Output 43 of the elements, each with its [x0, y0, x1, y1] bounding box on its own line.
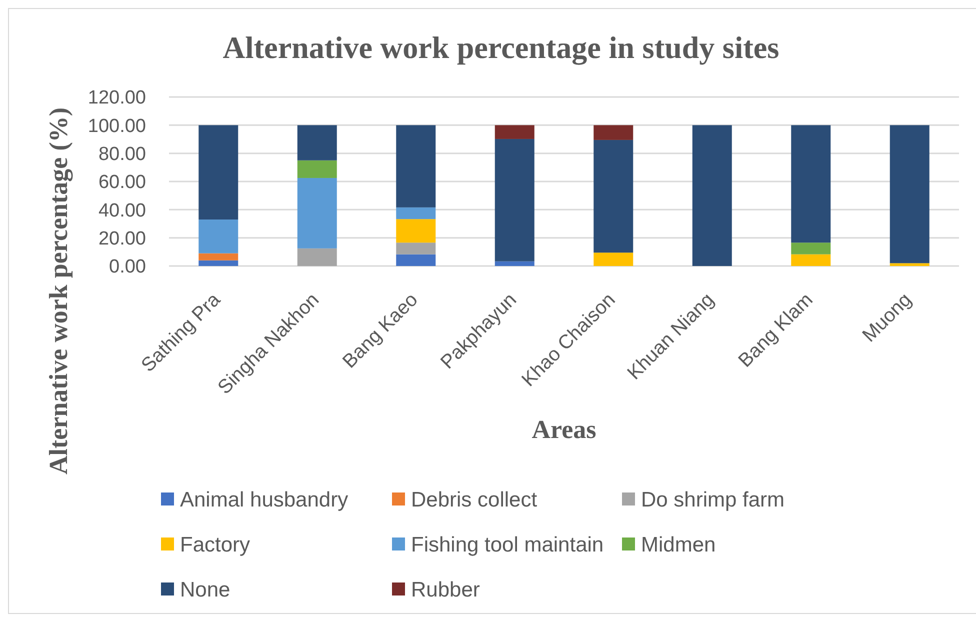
y-tick-label: 100.00	[88, 116, 146, 137]
bar	[396, 125, 436, 208]
y-tick-label: 80.00	[98, 144, 146, 165]
x-axis-title: Areas	[532, 415, 596, 444]
legend-label: Fishing tool maintain	[411, 533, 604, 556]
bar	[791, 254, 831, 266]
bar	[890, 263, 930, 266]
bar	[198, 125, 238, 220]
y-tick-label: 40.00	[98, 200, 146, 222]
bar	[791, 242, 831, 254]
bar	[396, 207, 436, 220]
legend-label: Factory	[180, 533, 251, 556]
legend-label: Debris collect	[411, 488, 538, 512]
bar	[396, 254, 436, 266]
bar	[198, 253, 238, 260]
bar	[297, 248, 337, 266]
bar	[791, 125, 831, 243]
y-tick-label: 0.00	[109, 256, 146, 278]
bar	[692, 125, 732, 266]
bar	[297, 160, 337, 178]
bar	[198, 220, 238, 254]
bar	[198, 260, 238, 266]
chart-title: Alternative work percentage in study sites	[222, 30, 780, 65]
legend-label: Rubber	[411, 578, 480, 602]
bar	[594, 252, 634, 266]
legend-label: Animal husbandry	[180, 488, 349, 512]
y-tick-label: 120.00	[88, 88, 146, 109]
y-tick-label: 20.00	[98, 228, 146, 250]
legend-label: Midmen	[641, 533, 716, 556]
bar	[396, 242, 436, 254]
bar	[494, 261, 534, 266]
bar	[297, 125, 337, 160]
bar	[890, 125, 930, 264]
bar	[594, 140, 634, 253]
legend-label: Do shrimp farm	[641, 488, 785, 512]
legend-label: None	[180, 578, 230, 602]
y-tick-label: 60.00	[98, 172, 146, 194]
bar	[494, 138, 534, 262]
y-axis-title: Alternative work percentage (%)	[44, 107, 73, 475]
bar	[396, 219, 436, 243]
bar	[494, 125, 534, 139]
bar	[297, 178, 337, 248]
bar	[594, 125, 634, 140]
